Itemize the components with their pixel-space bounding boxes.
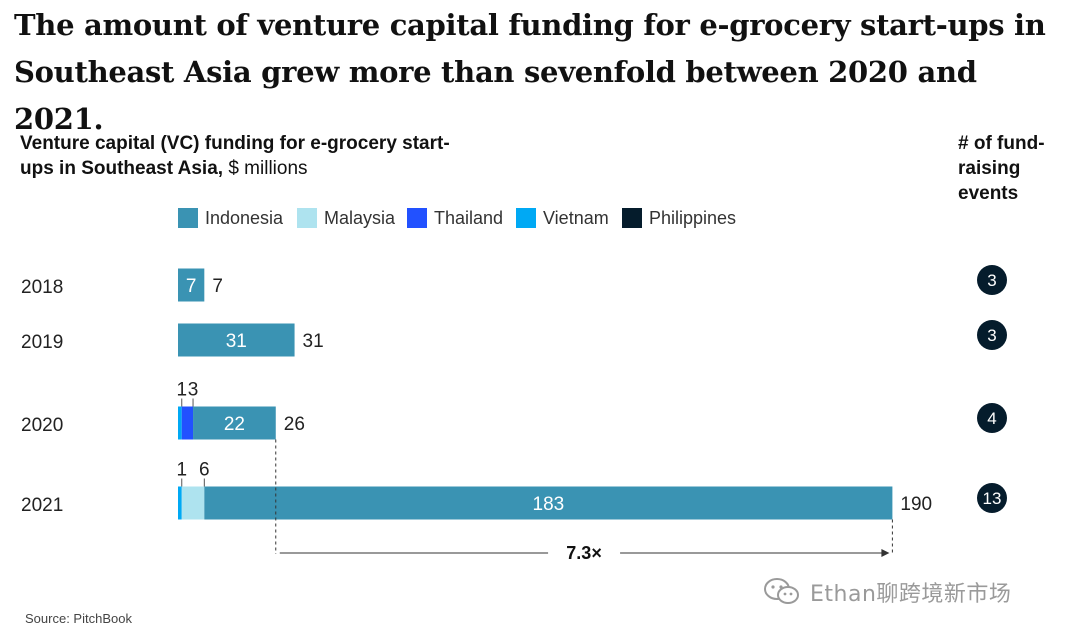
year-label-2020: 2020	[21, 415, 63, 436]
event-badge-2018	[977, 265, 1007, 295]
small-segment-label-2021-1: 6	[199, 460, 210, 481]
value-label-indonesia-2019: 31	[226, 331, 247, 352]
year-label-2019: 2019	[21, 332, 63, 353]
arrow-head	[881, 549, 890, 557]
events-column-header: # of fund-raising events	[958, 133, 1045, 204]
legend-swatch-thailand	[407, 208, 427, 228]
wechat-icon	[764, 578, 799, 604]
value-label-indonesia-2018: 7	[186, 276, 197, 297]
total-label-2018: 7	[212, 276, 223, 297]
legend-swatch-vietnam	[516, 208, 536, 228]
total-label-2020: 26	[284, 414, 305, 435]
bar-indonesia-2020	[193, 406, 276, 440]
legend-label-malaysia: Malaysia	[324, 208, 396, 228]
source-note: Source: PitchBook	[25, 611, 132, 626]
total-label-2019: 31	[303, 331, 324, 352]
year-label-2021: 2021	[21, 495, 63, 516]
legend-label-thailand: Thailand	[434, 208, 503, 228]
event-count-2019: 3	[987, 326, 996, 345]
watermark-text: Ethan聊跨境新市场	[810, 582, 1012, 607]
event-badge-2021	[977, 483, 1007, 513]
bar-vietnam-2020	[178, 406, 182, 440]
bar-malaysia-2021	[181, 486, 205, 520]
event-count-2021: 13	[983, 489, 1002, 508]
value-label-indonesia-2021: 183	[533, 494, 565, 515]
year-label-2018: 2018	[21, 277, 63, 298]
small-segment-label-2020-1: 3	[188, 380, 199, 401]
small-segment-label-2020-0: 1	[176, 380, 187, 401]
subtitle-unit: $ millions	[223, 158, 308, 179]
bar-indonesia-2021	[204, 486, 893, 520]
bar-indonesia-2018	[178, 268, 205, 302]
legend-label-indonesia: Indonesia	[205, 208, 284, 228]
legend-label-vietnam: Vietnam	[543, 208, 609, 228]
watermark: Ethan聊跨境新市场	[762, 574, 1011, 610]
legend: Indonesia Malaysia Thailand Vietnam Philippi…	[178, 208, 736, 228]
chart-title: The amount of venture capital funding fo…	[14, 8, 1046, 136]
total-label-2021: 190	[900, 494, 932, 515]
subtitle-bold: Venture capital (VC) funding for e-groce…	[20, 133, 450, 179]
bar-thailand-2020	[181, 406, 194, 440]
bar-indonesia-2019	[178, 323, 295, 357]
chart-subtitle: Venture capital (VC) funding for e-groce…	[20, 131, 480, 181]
value-label-indonesia-2020: 22	[224, 414, 245, 435]
event-badge-2019	[977, 320, 1007, 350]
event-count-2020: 4	[987, 409, 996, 428]
event-count-2018: 3	[987, 271, 996, 290]
event-badge-2020	[977, 403, 1007, 433]
bars	[178, 268, 893, 520]
legend-swatch-philippines	[622, 208, 642, 228]
growth-annotation: 7.3×	[275, 439, 893, 563]
events-badges: 3 3 4 13	[977, 265, 1007, 513]
multiplier-label: 7.3×	[566, 543, 602, 563]
legend-swatch-indonesia	[178, 208, 198, 228]
small-segment-label-2021-0: 1	[176, 460, 187, 481]
bar-vietnam-2021	[178, 486, 182, 520]
legend-swatch-malaysia	[297, 208, 317, 228]
legend-label-philippines: Philippines	[649, 208, 736, 228]
